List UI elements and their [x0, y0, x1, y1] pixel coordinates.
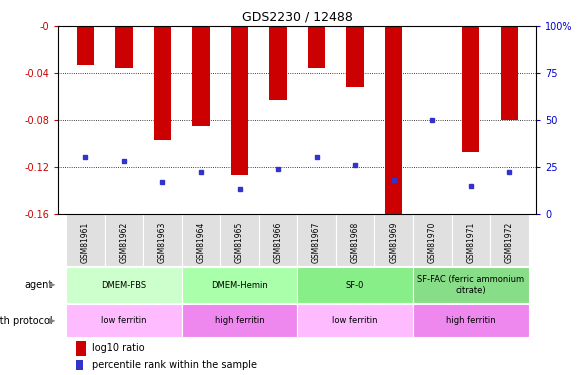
Text: low ferritin: low ferritin — [332, 316, 378, 325]
Bar — [501, 26, 518, 120]
Text: GSM81972: GSM81972 — [505, 222, 514, 263]
Bar — [66, 304, 182, 337]
Text: agent: agent — [24, 280, 52, 290]
Title: GDS2230 / 12488: GDS2230 / 12488 — [242, 11, 353, 24]
Bar — [66, 214, 104, 266]
Bar — [104, 214, 143, 266]
Text: GSM81964: GSM81964 — [196, 222, 205, 263]
Text: GSM81969: GSM81969 — [389, 222, 398, 263]
Bar — [76, 360, 83, 370]
Text: GSM81965: GSM81965 — [235, 222, 244, 263]
Bar — [76, 26, 94, 65]
Bar — [143, 214, 182, 266]
Text: GSM81967: GSM81967 — [312, 222, 321, 263]
Text: GSM81962: GSM81962 — [120, 222, 128, 263]
Text: GSM81971: GSM81971 — [466, 222, 475, 263]
Bar — [452, 214, 490, 266]
Text: ▶: ▶ — [49, 280, 55, 290]
Text: GSM81961: GSM81961 — [81, 222, 90, 263]
Bar — [297, 214, 336, 266]
Bar — [154, 26, 171, 140]
Bar — [385, 26, 402, 214]
Bar — [346, 26, 364, 87]
Bar — [462, 26, 479, 152]
Text: high ferritin: high ferritin — [215, 316, 264, 325]
Bar — [182, 267, 297, 303]
Text: SF-0: SF-0 — [346, 280, 364, 290]
Bar — [231, 26, 248, 175]
Bar — [413, 304, 529, 337]
Bar — [259, 214, 297, 266]
Bar — [76, 341, 86, 356]
Bar — [413, 214, 452, 266]
Text: low ferritin: low ferritin — [101, 316, 146, 325]
Text: high ferritin: high ferritin — [446, 316, 496, 325]
Bar — [336, 214, 374, 266]
Text: GSM81963: GSM81963 — [158, 222, 167, 263]
Bar — [413, 267, 529, 303]
Text: GSM81966: GSM81966 — [273, 222, 283, 263]
Bar — [269, 26, 287, 100]
Bar — [66, 267, 182, 303]
Text: ▶: ▶ — [49, 316, 55, 325]
Bar — [374, 214, 413, 266]
Text: log10 ratio: log10 ratio — [92, 343, 145, 353]
Text: DMEM-FBS: DMEM-FBS — [101, 280, 146, 290]
Text: GSM81970: GSM81970 — [428, 222, 437, 263]
Bar — [308, 26, 325, 68]
Bar — [182, 214, 220, 266]
Bar — [220, 214, 259, 266]
Bar — [182, 304, 297, 337]
Text: percentile rank within the sample: percentile rank within the sample — [92, 360, 257, 370]
Bar — [192, 26, 210, 126]
Bar — [297, 267, 413, 303]
Bar — [424, 26, 441, 27]
Text: growth protocol: growth protocol — [0, 316, 52, 326]
Bar — [297, 304, 413, 337]
Text: SF-FAC (ferric ammonium
citrate): SF-FAC (ferric ammonium citrate) — [417, 275, 524, 295]
Bar — [115, 26, 132, 68]
Bar — [490, 214, 529, 266]
Text: GSM81968: GSM81968 — [350, 222, 360, 263]
Text: DMEM-Hemin: DMEM-Hemin — [211, 280, 268, 290]
